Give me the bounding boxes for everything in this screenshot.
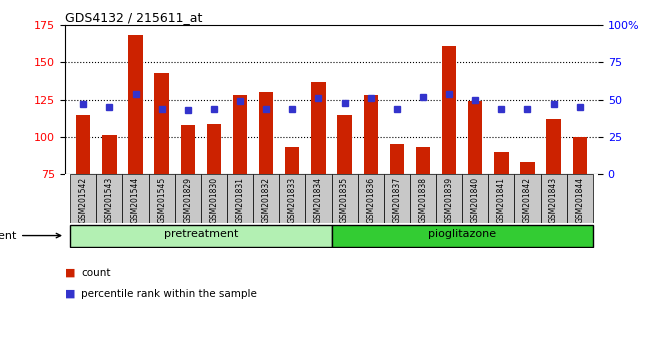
Bar <box>488 175 514 223</box>
Bar <box>442 46 456 175</box>
Text: GSM201844: GSM201844 <box>575 177 584 223</box>
Bar <box>181 125 195 175</box>
Text: GSM201836: GSM201836 <box>366 177 375 223</box>
Bar <box>102 136 116 175</box>
Bar <box>358 175 384 223</box>
Text: ■: ■ <box>65 289 75 299</box>
Text: agent: agent <box>0 230 60 241</box>
Bar <box>285 148 300 175</box>
Bar <box>468 101 482 175</box>
Text: GSM201544: GSM201544 <box>131 177 140 223</box>
Bar <box>76 115 90 175</box>
Bar <box>520 162 535 175</box>
Text: GSM201835: GSM201835 <box>340 177 349 223</box>
Text: GSM201837: GSM201837 <box>393 177 401 223</box>
Text: GSM201840: GSM201840 <box>471 177 480 223</box>
Bar <box>363 95 378 175</box>
Text: GSM201833: GSM201833 <box>288 177 297 223</box>
Text: GSM201543: GSM201543 <box>105 177 114 223</box>
Bar <box>337 115 352 175</box>
Bar <box>462 175 488 223</box>
Bar <box>122 175 149 223</box>
Text: pioglitazone: pioglitazone <box>428 229 496 239</box>
Bar <box>233 95 247 175</box>
Text: GSM201831: GSM201831 <box>235 177 244 223</box>
Bar <box>227 175 253 223</box>
Bar <box>306 175 332 223</box>
Text: GSM201834: GSM201834 <box>314 177 323 223</box>
Bar <box>201 175 227 223</box>
Bar <box>70 175 96 223</box>
Bar <box>410 175 436 223</box>
Bar <box>494 152 508 175</box>
Bar <box>70 224 332 247</box>
Text: GSM201843: GSM201843 <box>549 177 558 223</box>
Text: percentile rank within the sample: percentile rank within the sample <box>81 289 257 299</box>
Text: ■: ■ <box>65 268 75 278</box>
Bar <box>155 73 169 175</box>
Text: GDS4132 / 215611_at: GDS4132 / 215611_at <box>65 11 202 24</box>
Text: GSM201842: GSM201842 <box>523 177 532 223</box>
Bar <box>253 175 280 223</box>
Bar <box>547 119 561 175</box>
Bar <box>128 35 143 175</box>
Bar <box>567 175 593 223</box>
Bar <box>541 175 567 223</box>
Bar <box>573 137 587 175</box>
Text: pretreatment: pretreatment <box>164 229 238 239</box>
Text: GSM201838: GSM201838 <box>419 177 428 223</box>
Bar <box>207 124 221 175</box>
Bar <box>96 175 122 223</box>
Bar <box>332 175 358 223</box>
Text: GSM201841: GSM201841 <box>497 177 506 223</box>
Bar <box>514 175 541 223</box>
Text: GSM201832: GSM201832 <box>262 177 270 223</box>
Bar <box>389 144 404 175</box>
Bar <box>436 175 462 223</box>
Bar <box>332 224 593 247</box>
Bar <box>175 175 201 223</box>
Text: GSM201829: GSM201829 <box>183 177 192 223</box>
Text: count: count <box>81 268 110 278</box>
Bar <box>311 82 326 175</box>
Bar <box>384 175 410 223</box>
Bar <box>416 148 430 175</box>
Text: GSM201830: GSM201830 <box>209 177 218 223</box>
Text: GSM201542: GSM201542 <box>79 177 88 223</box>
Text: GSM201839: GSM201839 <box>445 177 454 223</box>
Bar <box>259 92 274 175</box>
Bar <box>280 175 306 223</box>
Bar <box>149 175 175 223</box>
Text: GSM201545: GSM201545 <box>157 177 166 223</box>
